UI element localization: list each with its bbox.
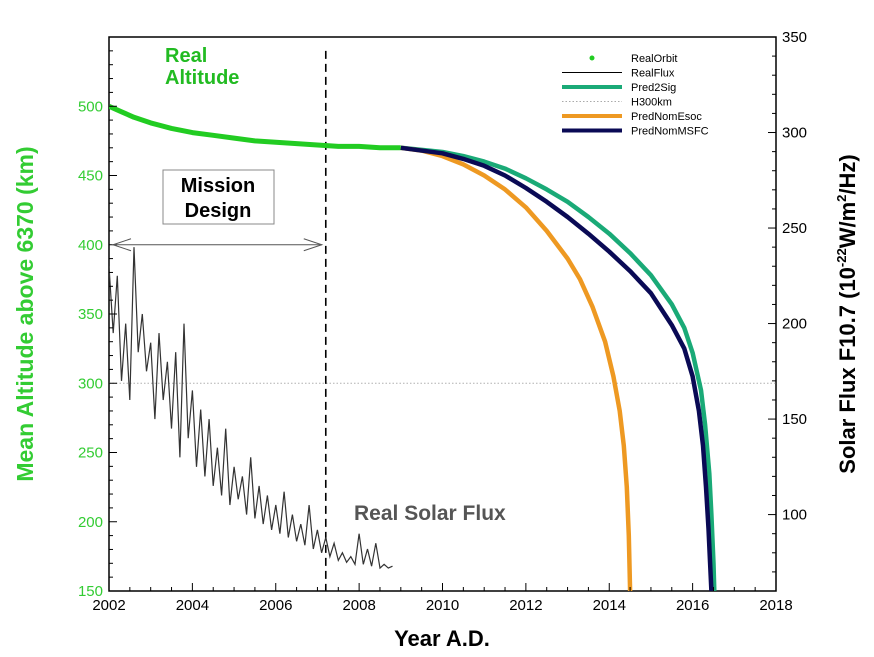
x-tick-label-2004: 2004: [176, 597, 209, 614]
legend-label-realflux: RealFlux: [631, 68, 675, 80]
y-right-tick-label-150: 150: [782, 411, 807, 428]
mission-design-arrowhead-left: [111, 238, 132, 252]
y-axis-label-right: Solar Flux F10.7 (10-22W/m2/Hz): [834, 154, 860, 473]
y-left-tick-label-400: 400: [78, 237, 103, 254]
y-left-tick-label-450: 450: [78, 168, 103, 185]
legend-label-realorbit: RealOrbit: [631, 53, 677, 65]
y-axis-label-right-part2: W/m: [835, 202, 860, 248]
mission-design-arrowhead-right: [303, 238, 324, 252]
y-axis-label-right-exp1: -22: [834, 248, 849, 267]
x-axis-label: Year A.D.: [394, 626, 490, 651]
y-left-tick-label-150: 150: [78, 583, 103, 600]
series-prednommsfc: [400, 145, 714, 591]
mission-design-label-line2: Design: [185, 200, 252, 222]
mission-design-box: [162, 169, 275, 225]
y-axis-label-right-part1: Solar Flux F10.7 (10: [835, 267, 860, 474]
plot-content: [109, 50, 776, 591]
y-axis-label-right-exp2: 2: [834, 195, 849, 202]
y-right-tick-label-250: 250: [782, 220, 807, 237]
legend-label-pred2sig: Pred2Sig: [631, 82, 676, 94]
legend-label-prednommsfc: PredNomMSFC: [631, 126, 709, 138]
axes: 2002 2004 2006 2008 2010 2012 2014 2016 2018 150 2…: [78, 29, 807, 614]
x-tick-label-2014: 2014: [593, 597, 626, 614]
legend-marker-realorbit: [589, 55, 595, 61]
series-realflux: [109, 247, 393, 570]
y-right-tick-label-350: 350: [782, 29, 807, 46]
y-left-tick-label-300: 300: [78, 375, 103, 392]
real-altitude-label-line1: Real: [165, 45, 207, 67]
series-pred2sig: [400, 145, 717, 591]
x-tick-label-2008: 2008: [342, 597, 375, 614]
y-axis-label-left: Mean Altitude above 6370 (km): [12, 146, 38, 481]
y-right-tick-label-200: 200: [782, 316, 807, 333]
series-prednomesoc: [400, 145, 633, 591]
y-left-tick-label-350: 350: [78, 306, 103, 323]
real-solar-flux-label: Real Solar Flux: [354, 502, 506, 525]
x-tick-label-2012: 2012: [509, 597, 542, 614]
x-tick-label-2006: 2006: [259, 597, 292, 614]
x-tick-label-2018: 2018: [759, 597, 792, 614]
series-realorbit: [109, 104, 401, 151]
y-right-tick-label-300: 300: [782, 125, 807, 142]
y-left-tick-label-250: 250: [78, 445, 103, 462]
legend-label-h300km: H300km: [631, 97, 672, 109]
y-left-tick-label-200: 200: [78, 514, 103, 531]
x-tick-label-2010: 2010: [426, 597, 459, 614]
y-axis-label-right-part3: /Hz): [835, 154, 860, 194]
legend-label-prednomesoc: PredNomEsoc: [631, 111, 702, 123]
x-tick-label-2016: 2016: [676, 597, 709, 614]
y-left-tick-label-500: 500: [78, 98, 103, 115]
x-tick-label-2002: 2002: [92, 597, 125, 614]
y-right-tick-label-100: 100: [782, 507, 807, 524]
legend: RealOrbit RealFlux Pred2Sig H300km PredNomEs…: [562, 53, 709, 138]
mission-design-label-line1: Mission: [181, 175, 255, 197]
real-altitude-label-line2: Altitude: [165, 67, 239, 89]
